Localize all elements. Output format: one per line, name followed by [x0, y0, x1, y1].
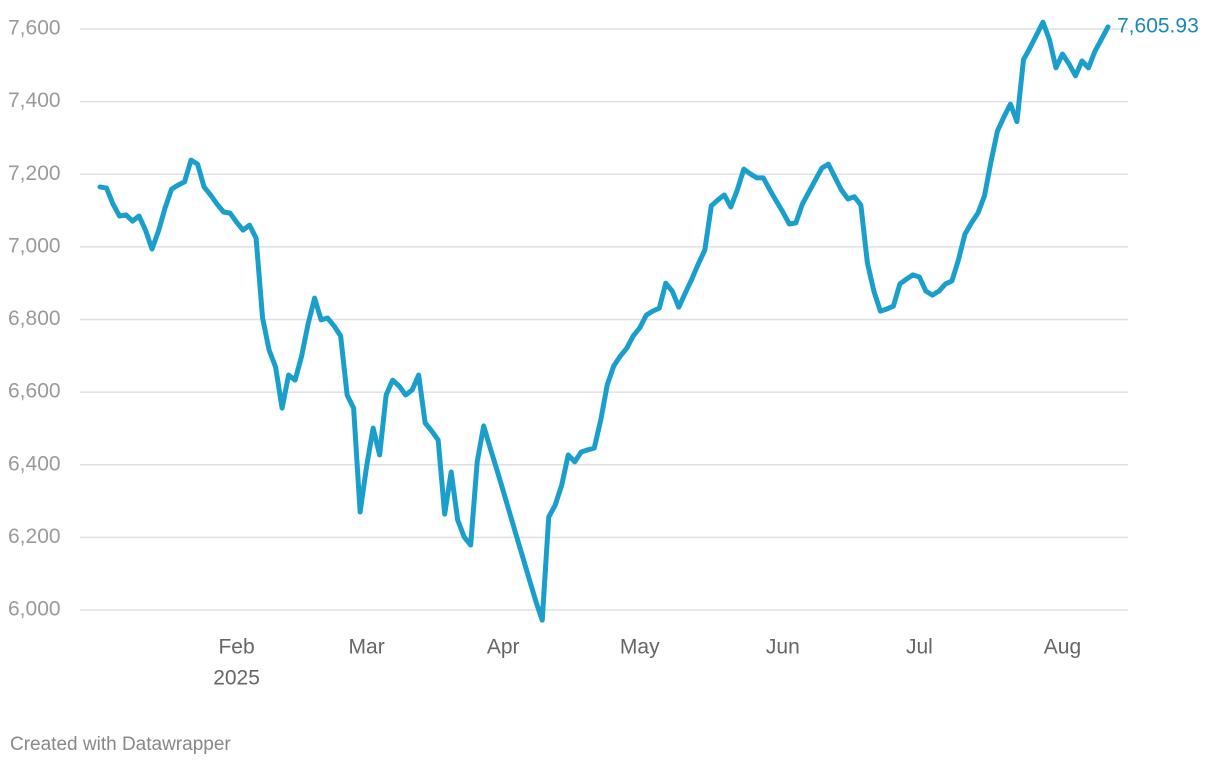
y-tick-label: 6,000 — [8, 598, 61, 621]
x-tick-label: Jul — [906, 636, 933, 659]
y-tick-label: 6,600 — [8, 380, 61, 403]
x-tick-label: Mar — [349, 636, 385, 659]
y-tick-label: 6,800 — [8, 307, 61, 330]
x-tick-label: Apr — [487, 636, 520, 659]
y-tick-label: 6,200 — [8, 525, 61, 548]
y-tick-label: 7,600 — [8, 17, 61, 40]
y-tick-label: 7,400 — [8, 89, 61, 112]
y-tick-label: 7,200 — [8, 162, 61, 185]
x-tick-label: May — [620, 636, 660, 659]
x-tick-label: Feb — [218, 636, 254, 659]
x-tick-label: Jun — [766, 636, 800, 659]
value-label: 7,605.93 — [1117, 14, 1199, 37]
y-tick-label: 7,000 — [8, 234, 61, 257]
line — [97, 19, 1111, 623]
footer: Created with Datawrapper — [10, 734, 231, 755]
x-year-label: 2025 — [213, 667, 260, 690]
y-tick-label: 6,400 — [8, 452, 61, 475]
x-tick-label: Aug — [1044, 636, 1081, 659]
